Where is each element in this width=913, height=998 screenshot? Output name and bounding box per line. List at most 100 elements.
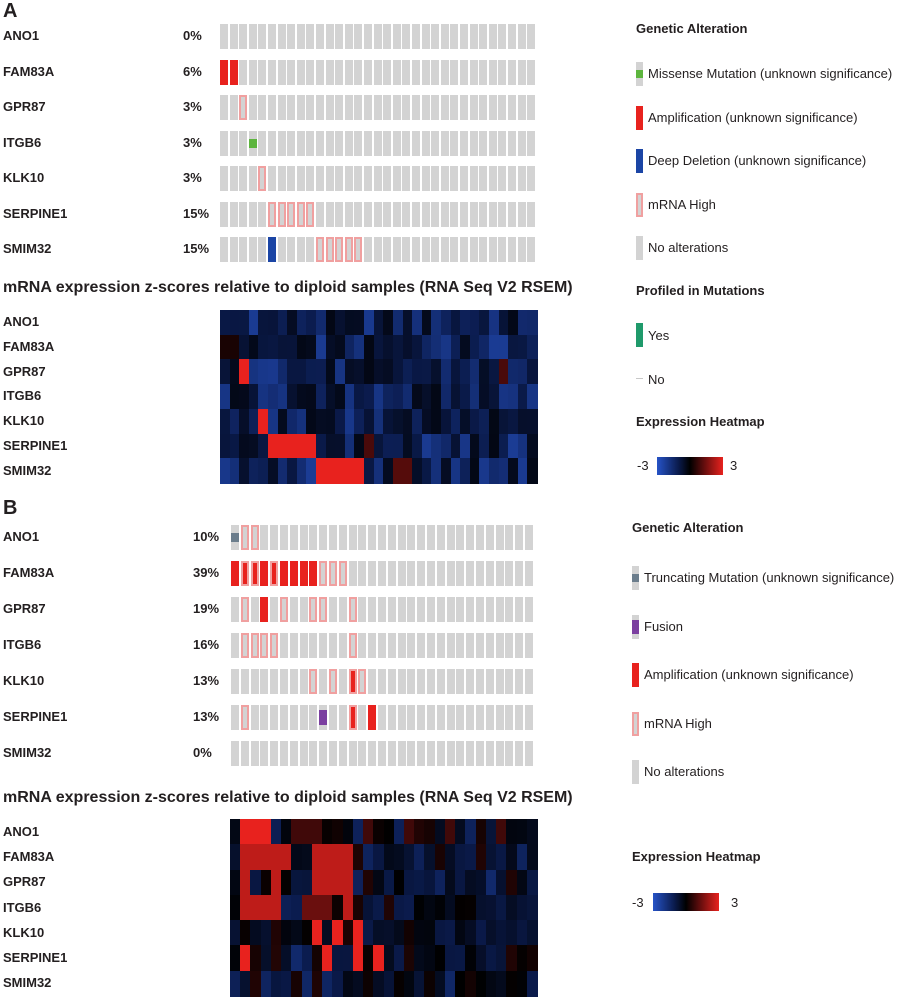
sample-cell — [525, 525, 533, 550]
heatmap-cell — [301, 920, 313, 946]
mrna-high-outline — [270, 633, 279, 658]
heatmap-cell — [444, 920, 456, 946]
sample-cell — [431, 166, 440, 191]
sample-cell — [466, 633, 475, 658]
heatmap-gene-label-gpr87: GPR87 — [3, 364, 46, 379]
mrna-high-outline — [239, 95, 248, 120]
heatmap-cell — [517, 334, 528, 360]
sample-cell — [466, 525, 475, 550]
mrna-high-outline — [270, 561, 279, 586]
panel-a-expression-heatmap — [220, 310, 538, 484]
heatmap-cell — [393, 970, 405, 997]
heatmap-cell — [248, 384, 260, 410]
sample-cell — [296, 24, 305, 49]
heatmap-cell — [506, 894, 518, 921]
sample-cell — [229, 166, 238, 191]
heatmap-cell — [268, 408, 279, 435]
sample-cell — [231, 561, 239, 586]
heatmap-cell — [240, 945, 252, 972]
heatmap-cell — [342, 970, 354, 997]
heatmap-cell — [383, 970, 395, 997]
sample-cell — [220, 95, 228, 120]
heatmap-cell — [373, 384, 384, 410]
panel-b-letter: B — [3, 497, 18, 519]
heatmap-cell — [316, 433, 327, 459]
sample-cell — [325, 130, 334, 156]
mrna-high-outline — [329, 561, 337, 586]
heatmap-cell — [402, 384, 413, 410]
heatmap-cell — [229, 359, 240, 385]
sample-cell — [280, 669, 288, 694]
legend-label-fusion: Fusion — [644, 618, 684, 634]
mrna-high-outline — [240, 705, 249, 730]
heatmap-cell — [421, 310, 432, 336]
heatmap-cell — [239, 310, 250, 336]
sample-cell — [325, 237, 334, 262]
sample-cell — [378, 561, 386, 586]
heatmap-cell — [402, 310, 413, 336]
sample-cell — [402, 166, 411, 191]
sample-cell — [248, 166, 257, 191]
heatmap-cell — [444, 970, 456, 997]
sample-cell — [268, 59, 276, 85]
sample-cell — [505, 597, 514, 622]
sample-cell — [248, 201, 257, 227]
heatmap-cell — [383, 894, 395, 921]
sample-cell — [316, 59, 324, 85]
alteration-percent-ano1: 0% — [183, 28, 202, 43]
heatmap-cell — [281, 970, 292, 997]
sample-cell — [239, 95, 248, 120]
heatmap-cell — [450, 458, 461, 484]
heatmap-cell — [332, 920, 344, 946]
sample-cell — [299, 669, 308, 694]
heatmap-cell — [392, 458, 404, 484]
sample-cell — [368, 633, 377, 658]
mrna-high-outline — [319, 561, 328, 586]
legend-swatch-mrna — [636, 192, 643, 217]
heatmap-cell — [526, 945, 538, 972]
sample-cell — [248, 95, 257, 120]
sample-cell — [466, 669, 475, 694]
heatmap-cell — [475, 945, 487, 972]
sample-cell — [392, 95, 401, 120]
sample-cell — [387, 741, 396, 766]
heatmap-cell — [240, 970, 252, 997]
heatmap-cell — [220, 359, 231, 385]
sample-cell — [397, 597, 406, 622]
heatmap-cell — [527, 359, 538, 385]
sample-cell — [450, 59, 459, 85]
heatmap-cell — [508, 433, 519, 459]
heatmap-cell — [424, 844, 436, 871]
heatmap-cell — [248, 359, 260, 385]
heatmap-cell — [475, 894, 487, 921]
heatmap-cell — [392, 334, 404, 360]
heatmap-cell — [440, 408, 452, 435]
sample-cell — [348, 525, 357, 550]
heatmap-cell — [526, 819, 538, 845]
heatmap-cell — [363, 920, 374, 946]
sample-cell — [485, 597, 494, 622]
sample-cell — [287, 166, 296, 191]
heatmap-cell — [335, 433, 346, 459]
sample-cell — [527, 166, 536, 191]
sample-cell — [270, 741, 279, 766]
sample-cell — [450, 130, 459, 156]
heatmap-cell — [268, 310, 279, 336]
heatmap-cell — [527, 433, 538, 459]
heatmap-cell — [403, 819, 415, 845]
heatmap-cell — [260, 819, 272, 845]
sample-cell — [427, 669, 435, 694]
sample-cell — [344, 24, 353, 49]
heatmap-cell — [440, 310, 452, 336]
sample-cell — [479, 59, 488, 85]
heatmap-cell — [527, 408, 538, 435]
sample-cell — [239, 24, 248, 49]
sample-cell — [412, 201, 420, 227]
sample-cell — [316, 201, 324, 227]
heatmap-cell — [335, 384, 346, 410]
sample-cell — [460, 166, 468, 191]
sample-cell — [348, 669, 357, 694]
heatmap-cell — [229, 458, 240, 484]
sample-cell — [277, 59, 286, 85]
heatmap-cell — [383, 458, 394, 484]
